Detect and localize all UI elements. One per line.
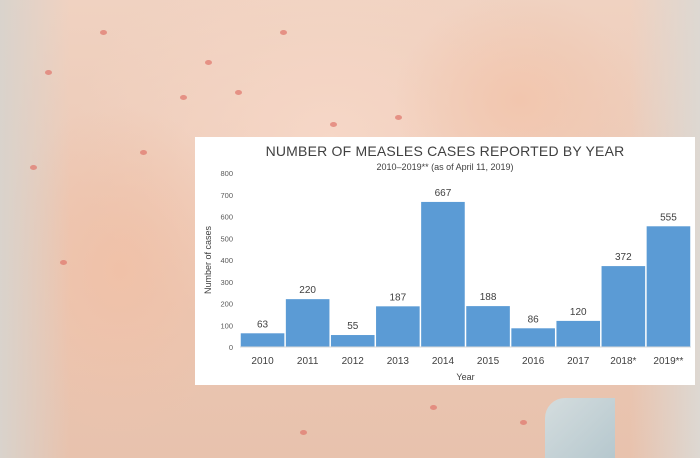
rash-spot (30, 165, 37, 170)
x-tick-label: 2014 (432, 356, 455, 367)
y-tick-label: 500 (220, 234, 233, 243)
x-tick-label: 2017 (567, 356, 590, 367)
rash-spot (330, 122, 337, 127)
rash-spot (140, 150, 147, 155)
rash-spot (280, 30, 287, 35)
bar (330, 335, 375, 347)
data-label: 55 (347, 321, 359, 332)
y-tick-label: 800 (220, 169, 233, 178)
rash-spot (45, 70, 52, 75)
y-tick-label: 200 (220, 300, 233, 309)
x-tick-label: 2010 (251, 356, 274, 367)
data-label: 555 (660, 212, 677, 223)
x-tick-label: 2019** (653, 356, 683, 367)
chart-subtitle: 2010–2019** (as of April 11, 2019) (376, 162, 514, 172)
x-axis-title: Year (456, 372, 474, 382)
chart-panel: NUMBER OF MEASLES CASES REPORTED BY YEAR… (195, 137, 695, 385)
bar (421, 201, 465, 347)
y-tick-label: 400 (220, 256, 233, 265)
data-label: 86 (528, 314, 540, 325)
bar (285, 299, 330, 347)
y-tick-label: 0 (229, 343, 233, 352)
rash-spot (395, 115, 402, 120)
rash-spot (430, 405, 437, 410)
rash-spot (100, 30, 107, 35)
chart-title: NUMBER OF MEASLES CASES REPORTED BY YEAR (265, 143, 625, 159)
data-label: 187 (390, 292, 407, 303)
rash-spot (180, 95, 187, 100)
bar (511, 328, 555, 347)
data-label: 63 (257, 319, 269, 330)
y-tick-label: 300 (220, 278, 233, 287)
rash-spot (235, 90, 242, 95)
bar (556, 320, 601, 347)
y-axis-title: Number of cases (203, 225, 213, 294)
data-label: 120 (570, 307, 587, 318)
rash-spot (300, 430, 307, 435)
photo-diaper (545, 398, 615, 458)
y-tick-label: 600 (220, 213, 233, 222)
bar (240, 333, 285, 347)
x-tick-label: 2015 (477, 356, 500, 367)
bar-chart: 0 100 200 300 400 500 600 700 800 63 2010 220 2011 55… (203, 169, 691, 382)
rash-spot (60, 260, 67, 265)
y-tick-label: 700 (220, 191, 233, 200)
x-tick-label: 2011 (297, 356, 319, 367)
bar (646, 226, 691, 347)
bar (466, 306, 510, 347)
rash-spot (520, 420, 527, 425)
bar (601, 266, 646, 347)
x-tick-label: 2012 (342, 356, 365, 367)
x-tick-label: 2016 (522, 356, 545, 367)
data-label: 188 (480, 292, 497, 303)
data-label: 220 (299, 285, 316, 296)
data-label: 372 (615, 252, 632, 263)
y-tick-label: 100 (220, 321, 233, 330)
rash-spot (205, 60, 212, 65)
x-tick-label: 2018* (610, 356, 636, 367)
x-tick-label: 2013 (387, 356, 410, 367)
photo-blanket-left (0, 0, 70, 458)
bar (376, 306, 420, 347)
data-label: 667 (435, 188, 452, 199)
